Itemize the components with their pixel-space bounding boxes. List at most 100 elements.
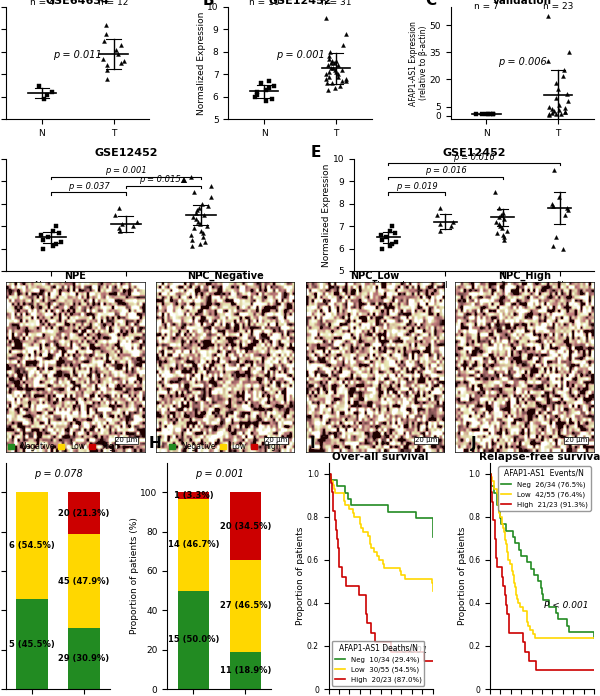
Point — [186, 230, 196, 241]
Text: p = 0.019: p = 0.019 — [396, 182, 438, 191]
Point — [385, 225, 395, 236]
Point — [388, 239, 397, 250]
Point — [500, 214, 509, 225]
Text: E: E — [311, 145, 321, 160]
Text: 20 μm: 20 μm — [415, 437, 437, 443]
Point — [493, 227, 502, 238]
Text: p = 0.016: p = 0.016 — [453, 153, 495, 162]
Title: GSE12452: GSE12452 — [442, 148, 506, 158]
Point — [335, 80, 344, 91]
Point — [116, 40, 126, 51]
Point — [99, 35, 109, 46]
Point — [488, 109, 498, 120]
Title: GSE12452: GSE12452 — [268, 0, 332, 6]
Point — [203, 221, 212, 232]
Title: NPC_High: NPC_High — [498, 271, 551, 281]
Point — [338, 76, 347, 87]
Point — [551, 92, 560, 103]
Text: 6 (54.5%): 6 (54.5%) — [9, 541, 55, 551]
Title: Real-time PCR
validation: Real-time PCR validation — [481, 0, 564, 6]
Text: 11 (18.9%): 11 (18.9%) — [220, 666, 271, 675]
Y-axis label: Proportion of patients: Proportion of patients — [296, 527, 305, 625]
Point — [376, 230, 386, 241]
Point — [377, 243, 387, 254]
Point — [190, 223, 199, 234]
Point — [560, 107, 570, 118]
Point — [556, 108, 566, 119]
Point — [323, 84, 332, 95]
Point — [102, 64, 112, 75]
Text: n = 4: n = 4 — [29, 0, 54, 7]
Point — [331, 67, 341, 78]
Point — [547, 104, 557, 115]
Point — [551, 232, 561, 243]
Point — [500, 234, 509, 245]
Point — [549, 164, 559, 175]
Point — [435, 203, 445, 214]
Point — [257, 78, 266, 89]
Point — [564, 47, 574, 58]
Point — [332, 55, 341, 66]
Point — [191, 207, 201, 218]
Point — [49, 241, 58, 252]
Point — [481, 109, 491, 120]
Bar — [16, 492, 47, 599]
Point — [544, 10, 553, 22]
Point — [117, 219, 127, 230]
Point — [114, 223, 124, 234]
Text: p = 0.078: p = 0.078 — [34, 468, 82, 479]
Point — [436, 225, 445, 236]
Point — [98, 53, 108, 64]
Text: 15 (50.0%): 15 (50.0%) — [167, 635, 219, 644]
Text: 20 (21.3%): 20 (21.3%) — [58, 509, 110, 518]
Point — [43, 232, 53, 243]
Point — [38, 243, 48, 254]
Point — [545, 109, 554, 120]
Bar — [230, 651, 261, 689]
Title: NPE: NPE — [64, 271, 86, 281]
Point — [188, 241, 197, 252]
Point — [498, 207, 508, 218]
Text: 27 (46.5%): 27 (46.5%) — [220, 601, 271, 610]
Point — [264, 76, 274, 87]
Point — [488, 109, 498, 120]
Point — [119, 55, 128, 66]
Point — [551, 77, 560, 88]
Point — [262, 84, 271, 95]
Point — [496, 221, 505, 232]
Bar — [68, 628, 100, 689]
Point — [56, 236, 66, 247]
Point — [485, 109, 495, 120]
Text: p = 0.037: p = 0.037 — [68, 182, 109, 191]
Point — [324, 53, 334, 64]
Bar — [16, 599, 47, 689]
Point — [497, 209, 506, 221]
Point — [322, 78, 332, 89]
Point — [483, 108, 493, 119]
Point — [198, 227, 208, 238]
Point — [330, 64, 340, 75]
Text: B: B — [202, 0, 214, 8]
Point — [560, 106, 570, 118]
Point — [334, 60, 343, 71]
Point — [325, 67, 334, 78]
Point — [327, 55, 337, 66]
Point — [558, 243, 568, 254]
Point — [324, 71, 334, 82]
Point — [206, 180, 216, 191]
Point — [433, 209, 442, 221]
Point — [51, 221, 61, 232]
Text: 20 (34.5%): 20 (34.5%) — [220, 522, 271, 530]
Point — [446, 221, 456, 232]
Point — [132, 216, 142, 227]
Point — [391, 236, 401, 247]
Text: C: C — [425, 0, 436, 8]
Text: n = 23: n = 23 — [543, 1, 574, 10]
Point — [477, 109, 487, 120]
Point — [114, 203, 124, 214]
Point — [115, 225, 124, 236]
Bar — [230, 560, 261, 651]
Point — [326, 58, 336, 69]
Point — [497, 223, 506, 234]
Point — [189, 187, 199, 198]
